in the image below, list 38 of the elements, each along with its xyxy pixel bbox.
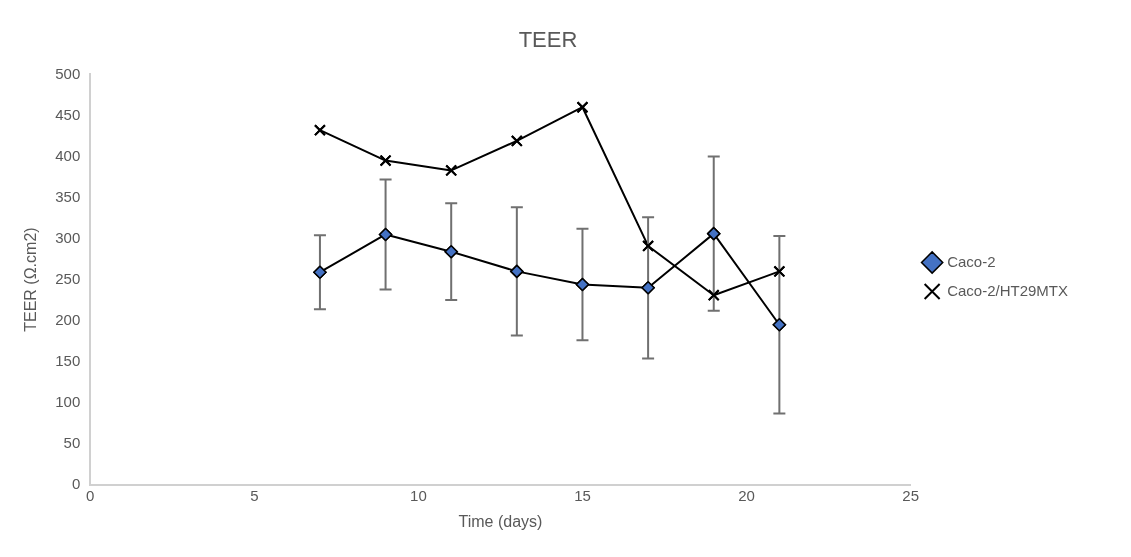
point [378, 227, 393, 242]
point [510, 264, 524, 279]
point [575, 277, 590, 292]
y-tick-label: 250 [55, 269, 81, 287]
x-tick-label: 0 [86, 486, 95, 504]
legend-label: Caco-2 [947, 252, 996, 270]
y-tick-label: 200 [55, 310, 81, 328]
legend-label: Caco-2/HT29MTX [947, 281, 1069, 299]
y-tick-label: 350 [55, 187, 81, 205]
point [772, 317, 787, 332]
point [313, 124, 326, 137]
y-tick-label: 400 [55, 146, 81, 164]
y-tick-label: 0 [71, 474, 81, 492]
x-tick-label: 20 [738, 486, 755, 504]
x-tick-label: 25 [902, 486, 919, 504]
point [445, 164, 458, 177]
point [444, 244, 458, 259]
point [641, 281, 655, 295]
y-axis-title: TEER (Ω.cm2) [22, 227, 40, 332]
x-tick-label: 15 [574, 486, 591, 504]
point [706, 226, 721, 241]
x-axis-title: Time (days) [458, 512, 543, 530]
y-tick-label: 300 [55, 228, 81, 246]
point [576, 101, 589, 114]
y-tick-label: 450 [55, 105, 81, 123]
point [642, 240, 655, 252]
y-tick-label: 100 [55, 392, 81, 410]
point [510, 134, 523, 147]
y-tick-label: 50 [63, 433, 81, 451]
y-tick-label: 500 [55, 64, 81, 82]
x-tick-label: 10 [410, 486, 427, 504]
point [773, 265, 786, 278]
y-tick-label: 150 [55, 351, 81, 369]
point [707, 289, 720, 302]
chart-title: TEER [518, 27, 578, 53]
point [313, 265, 327, 279]
x-tick-label: 5 [250, 486, 259, 504]
point [379, 154, 392, 167]
